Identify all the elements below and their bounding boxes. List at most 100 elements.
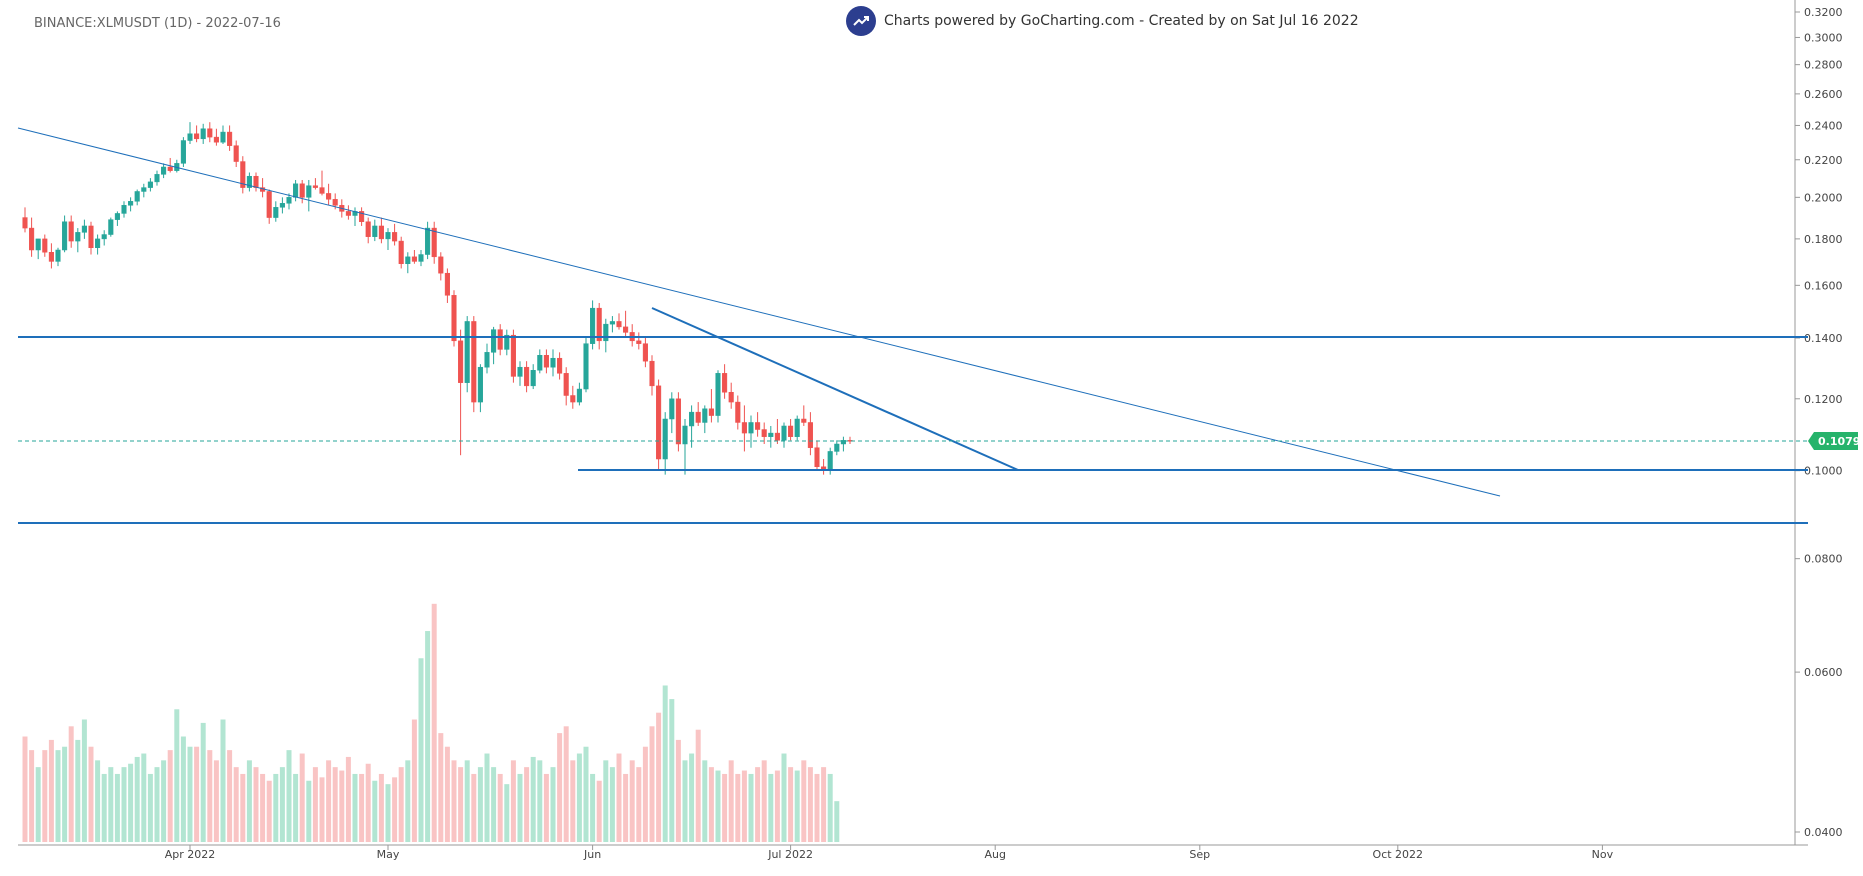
volume-bar bbox=[385, 784, 391, 842]
candle-body bbox=[510, 334, 516, 377]
candle-body bbox=[609, 321, 615, 325]
candle-body bbox=[642, 343, 648, 362]
volume-bar bbox=[477, 767, 483, 842]
volume-bar bbox=[517, 773, 523, 842]
x-tick-label: Sep bbox=[1189, 848, 1210, 861]
candle-body bbox=[550, 357, 556, 368]
volume-bar bbox=[715, 770, 721, 842]
candle-body bbox=[233, 145, 239, 162]
volume-bar bbox=[398, 767, 404, 842]
candle-body bbox=[801, 418, 807, 423]
volume-bar bbox=[42, 750, 48, 842]
volume-bar bbox=[563, 726, 569, 842]
candle-body bbox=[530, 370, 536, 387]
y-tick-label: 0.3000 bbox=[1804, 31, 1843, 44]
candle-body bbox=[741, 422, 747, 434]
candle-body bbox=[590, 307, 596, 344]
candle-body bbox=[596, 307, 602, 342]
volume-bar bbox=[834, 801, 840, 842]
volume-bar bbox=[260, 773, 266, 842]
candle-body bbox=[35, 238, 41, 251]
y-tick-label: 0.1600 bbox=[1804, 279, 1843, 292]
candle-body bbox=[385, 232, 391, 240]
y-tick-label: 0.0600 bbox=[1804, 666, 1843, 679]
candle-body bbox=[22, 217, 28, 229]
volume-bar bbox=[35, 767, 41, 842]
powered-by-banner[interactable]: Charts powered by GoCharting.com - Creat… bbox=[846, 6, 1359, 36]
volume-bar bbox=[537, 760, 543, 842]
y-tick-label: 0.2800 bbox=[1804, 59, 1843, 72]
volume-bar bbox=[570, 760, 576, 842]
candle-body bbox=[484, 352, 490, 368]
volume-bar bbox=[62, 746, 68, 842]
candle-body bbox=[180, 140, 186, 164]
candle-body bbox=[392, 232, 398, 242]
candle-body bbox=[306, 185, 312, 198]
candle-body bbox=[458, 340, 464, 383]
volume-bar bbox=[741, 770, 747, 842]
candle-body bbox=[656, 385, 662, 460]
candle-body bbox=[662, 418, 668, 460]
volume-bar bbox=[108, 767, 114, 842]
y-tick-label: 0.3200 bbox=[1804, 6, 1843, 19]
y-tick-label: 0.2400 bbox=[1804, 119, 1843, 132]
candle-body bbox=[81, 225, 87, 233]
trendline-drawings[interactable] bbox=[17, 127, 1808, 524]
volume-bar bbox=[451, 760, 457, 842]
volume-bar bbox=[101, 773, 107, 842]
candle-body bbox=[735, 401, 741, 423]
volume-bar bbox=[629, 760, 635, 842]
volume-bar bbox=[378, 773, 384, 842]
candle-body bbox=[187, 133, 193, 141]
volume-bar bbox=[827, 773, 833, 842]
candle-body bbox=[695, 411, 701, 423]
volume-bar bbox=[319, 777, 325, 842]
volume-bar bbox=[689, 753, 695, 842]
x-tick-label: May bbox=[377, 848, 400, 861]
long-descending-trendline[interactable] bbox=[17, 127, 1501, 497]
candle-body bbox=[207, 128, 213, 138]
volume-bar bbox=[326, 760, 332, 842]
y-tick-label: 0.2000 bbox=[1804, 191, 1843, 204]
volume-bar bbox=[603, 760, 609, 842]
candle-body bbox=[326, 193, 332, 200]
volume-bar bbox=[656, 712, 662, 842]
volume-bar bbox=[438, 733, 444, 842]
volume-bar bbox=[233, 767, 239, 842]
x-tick-label: Jul 2022 bbox=[767, 848, 813, 861]
volume-bar bbox=[220, 719, 226, 842]
volume-bar bbox=[497, 773, 503, 842]
candle-body bbox=[121, 205, 127, 214]
candle-body bbox=[583, 343, 589, 390]
volume-bar bbox=[22, 736, 28, 842]
gocharting-logo-icon[interactable] bbox=[846, 6, 876, 36]
volume-bar bbox=[154, 767, 160, 842]
volume-bar bbox=[345, 756, 351, 842]
volume-bar bbox=[372, 780, 378, 842]
candle-body bbox=[827, 451, 833, 471]
candle-body bbox=[563, 373, 569, 396]
candle-body bbox=[708, 408, 714, 416]
candle-body bbox=[220, 131, 226, 143]
candle-body bbox=[537, 355, 543, 371]
volume-bar bbox=[702, 760, 708, 842]
candle-body bbox=[62, 221, 68, 251]
candle-body bbox=[273, 207, 279, 218]
candle-body bbox=[365, 221, 371, 237]
volume-bar bbox=[550, 767, 556, 842]
volume-bar bbox=[609, 767, 615, 842]
candle-body bbox=[411, 256, 417, 262]
short-descending-trendline[interactable] bbox=[651, 307, 1019, 471]
volume-bar bbox=[761, 760, 767, 842]
candle-body bbox=[794, 418, 800, 437]
candle-body bbox=[451, 295, 457, 342]
volume-bar bbox=[194, 746, 200, 842]
volume-bar bbox=[458, 767, 464, 842]
candle-body bbox=[299, 183, 305, 198]
candle-body bbox=[345, 211, 351, 216]
volume-bar bbox=[444, 746, 450, 842]
candle-body bbox=[95, 238, 101, 248]
candle-body bbox=[702, 408, 708, 423]
volume-bar bbox=[253, 767, 259, 842]
